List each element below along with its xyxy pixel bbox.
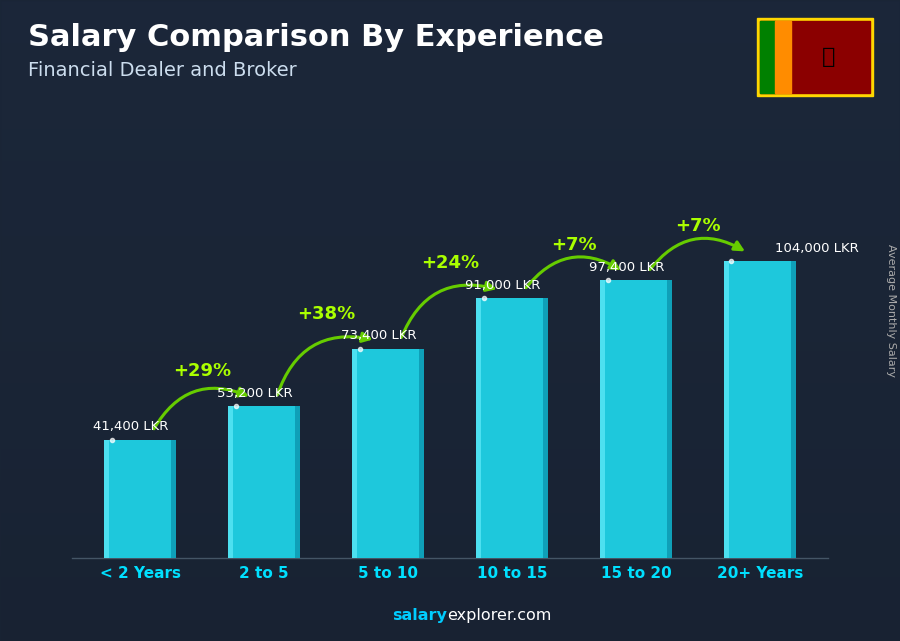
- Text: 73,400 LKR: 73,400 LKR: [341, 329, 417, 342]
- Text: Average Monthly Salary: Average Monthly Salary: [886, 244, 896, 378]
- Bar: [776, 21, 791, 93]
- Bar: [667, 280, 671, 558]
- Text: +24%: +24%: [421, 254, 479, 272]
- Bar: [171, 440, 176, 558]
- Bar: [724, 262, 796, 558]
- Text: 🦁: 🦁: [822, 47, 835, 67]
- Text: 53,200 LKR: 53,200 LKR: [217, 387, 292, 400]
- Text: 97,400 LKR: 97,400 LKR: [589, 261, 664, 274]
- Text: Salary Comparison By Experience: Salary Comparison By Experience: [28, 23, 604, 52]
- Bar: [295, 406, 300, 558]
- Bar: [600, 280, 605, 558]
- Bar: [760, 21, 776, 93]
- Bar: [104, 440, 176, 558]
- Text: Financial Dealer and Broker: Financial Dealer and Broker: [28, 61, 297, 80]
- Text: +7%: +7%: [675, 217, 721, 235]
- Text: +38%: +38%: [297, 304, 356, 322]
- Bar: [229, 406, 300, 558]
- Bar: [418, 349, 424, 558]
- Text: salary: salary: [392, 608, 447, 623]
- Bar: [229, 406, 233, 558]
- Bar: [352, 349, 424, 558]
- Bar: [757, 18, 873, 96]
- Bar: [104, 440, 109, 558]
- Bar: [760, 21, 870, 93]
- Bar: [476, 299, 548, 558]
- Bar: [724, 262, 729, 558]
- Bar: [352, 349, 357, 558]
- Text: +29%: +29%: [173, 362, 231, 380]
- Bar: [476, 299, 482, 558]
- Text: explorer.com: explorer.com: [447, 608, 552, 623]
- Bar: [543, 299, 548, 558]
- Text: 91,000 LKR: 91,000 LKR: [465, 279, 540, 292]
- Text: 41,400 LKR: 41,400 LKR: [93, 420, 168, 433]
- Bar: [600, 280, 671, 558]
- Bar: [791, 262, 796, 558]
- Text: 104,000 LKR: 104,000 LKR: [775, 242, 859, 255]
- Text: +7%: +7%: [551, 237, 597, 254]
